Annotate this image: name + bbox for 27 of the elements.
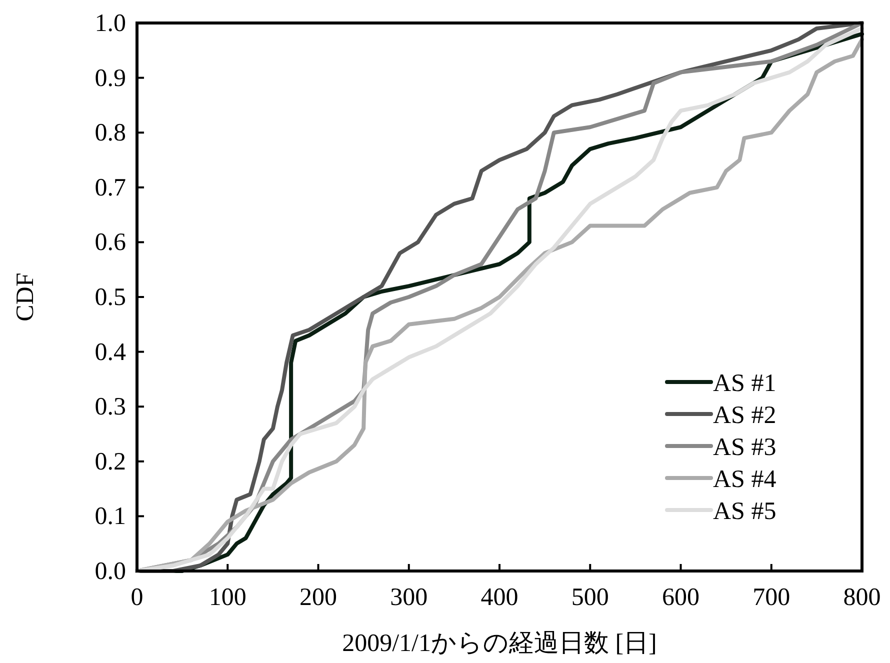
y-tick-label: 0.1 [94, 503, 126, 530]
x-tick-label: 500 [571, 584, 609, 611]
y-tick-label: 0.7 [94, 174, 126, 202]
x-tick-label: 300 [390, 584, 428, 611]
x-tick-label: 400 [480, 584, 518, 611]
legend-label: AS #2 [713, 402, 776, 429]
y-tick-label: 1.0 [94, 10, 126, 37]
x-tick-label: 0 [130, 584, 144, 611]
x-tick-label: 800 [843, 584, 881, 611]
x-tick-label: 600 [662, 584, 700, 611]
x-tick-label: 700 [752, 584, 790, 611]
y-tick-label: 0.6 [94, 229, 126, 256]
legend-label: AS #5 [713, 498, 776, 525]
y-tick-label: 0.9 [94, 64, 126, 92]
y-tick-label: 0.4 [94, 338, 126, 366]
legend-label: AS #4 [713, 466, 777, 493]
y-tick-label: 0.8 [94, 120, 126, 147]
x-axis-title: 2009/1/1からの経過日数 [日] [342, 630, 657, 657]
x-tick-label: 100 [208, 584, 246, 611]
y-tick-label: 0.3 [94, 394, 126, 421]
legend-label: AS #3 [713, 434, 776, 461]
y-axis-title: CDF [12, 272, 39, 322]
legend-label: AS #1 [713, 370, 776, 397]
y-tick-label: 0.2 [94, 448, 126, 476]
y-tick-label: 0.5 [94, 284, 126, 311]
y-tick-label: 0.0 [94, 558, 126, 585]
x-tick-label: 200 [300, 584, 337, 611]
